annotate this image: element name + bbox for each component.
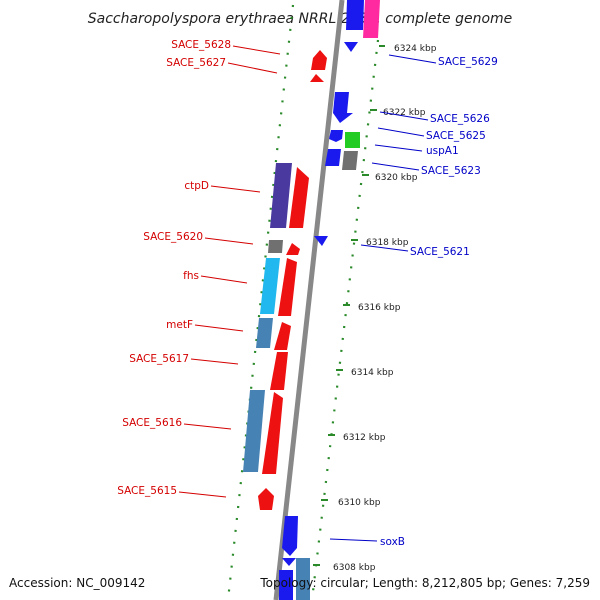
gene-sace-5629-head[interactable] [344, 42, 358, 52]
gene-sace-5616-steel[interactable] [243, 390, 265, 472]
map-title: Saccharopolyspora erythraea NRRL 2338, c… [88, 11, 513, 27]
kbp-label-6320: 6320 kbp [375, 173, 418, 183]
left-gene-labels: SACE_5628 SACE_5627 ctpD SACE_5620 fhs m… [117, 39, 281, 498]
gene-ctpd-purple[interactable] [270, 163, 292, 228]
gene-sace-5617[interactable] [270, 352, 288, 390]
gene-bottom-blue[interactable] [279, 570, 293, 600]
label-sox-b: soxB [380, 536, 405, 548]
label-sace-5628: SACE_5628 [171, 39, 231, 51]
reverse-strand-genes [243, 50, 327, 510]
gene-sace-5620-gray[interactable] [268, 240, 283, 253]
label-fhs: fhs [183, 270, 199, 282]
label-sace-5616: SACE_5616 [122, 417, 182, 429]
kbp-label-6324: 6324 kbp [394, 44, 437, 54]
gene-sace-5629-b[interactable] [363, 0, 380, 38]
label-sace-5623: SACE_5623 [421, 165, 481, 177]
right-gene-labels: SACE_5629 SACE_5626 SACE_5625 uspA1 SACE… [329, 54, 498, 548]
gene-metf[interactable] [274, 322, 291, 350]
label-sace-5625: SACE_5625 [426, 130, 486, 142]
gene-sace-5627[interactable] [310, 74, 324, 82]
label-usp-a1: uspA1 [426, 145, 459, 157]
gene-ctpd[interactable] [289, 167, 309, 228]
gene-fhs[interactable] [278, 258, 297, 316]
forward-strand-genes [279, 0, 380, 600]
gene-sace-5625[interactable] [329, 130, 343, 142]
kbp-label-6314: 6314 kbp [351, 368, 394, 378]
gene-sox-b[interactable] [282, 516, 298, 556]
label-sace-5620: SACE_5620 [143, 231, 203, 243]
gene-sace-5620[interactable] [286, 243, 300, 255]
kbp-tick-labels: 6324 kbp 6322 kbp 6320 kbp 6318 kbp 6316… [333, 44, 437, 573]
gene-sox-b-2[interactable] [282, 558, 296, 566]
gene-sace-5623-a[interactable] [325, 149, 341, 166]
gene-sace-5626[interactable] [333, 92, 353, 123]
gene-sace-5621[interactable] [314, 236, 328, 246]
label-metf: metF [166, 319, 193, 331]
kbp-label-6308: 6308 kbp [333, 563, 376, 573]
label-sace-5627: SACE_5627 [166, 57, 226, 69]
gene-sace-5616[interactable] [262, 392, 283, 474]
label-sace-5615: SACE_5615 [117, 485, 177, 497]
kbp-label-6312: 6312 kbp [343, 433, 386, 443]
right-dotted-ring [310, 39, 380, 600]
kbp-ticks [313, 45, 385, 566]
label-sace-5621: SACE_5621 [410, 246, 470, 258]
gene-bottom-steel[interactable] [296, 558, 310, 600]
gene-sace-5615[interactable] [258, 488, 274, 510]
label-ctpd: ctpD [184, 180, 209, 192]
kbp-label-6310: 6310 kbp [338, 498, 381, 508]
gene-sace-5628[interactable] [311, 50, 327, 70]
label-sace-5629: SACE_5629 [438, 56, 498, 68]
topology-text: Topology: circular; Length: 8,212,805 bp… [259, 576, 590, 590]
gene-metf-steel[interactable] [256, 318, 273, 348]
gene-sace-5623[interactable] [342, 151, 358, 170]
gene-fhs-cyan[interactable] [260, 258, 280, 314]
label-sace-5617: SACE_5617 [129, 353, 189, 365]
kbp-label-6322: 6322 kbp [383, 108, 426, 118]
label-sace-5626: SACE_5626 [430, 113, 490, 125]
gene-usp-a1[interactable] [345, 132, 360, 148]
gene-sace-5629[interactable] [346, 0, 364, 30]
accession-text: Accession: NC_009142 [9, 576, 145, 590]
kbp-label-6316: 6316 kbp [358, 303, 401, 313]
genome-backbone [273, 0, 345, 600]
kbp-label-6318: 6318 kbp [366, 238, 409, 248]
